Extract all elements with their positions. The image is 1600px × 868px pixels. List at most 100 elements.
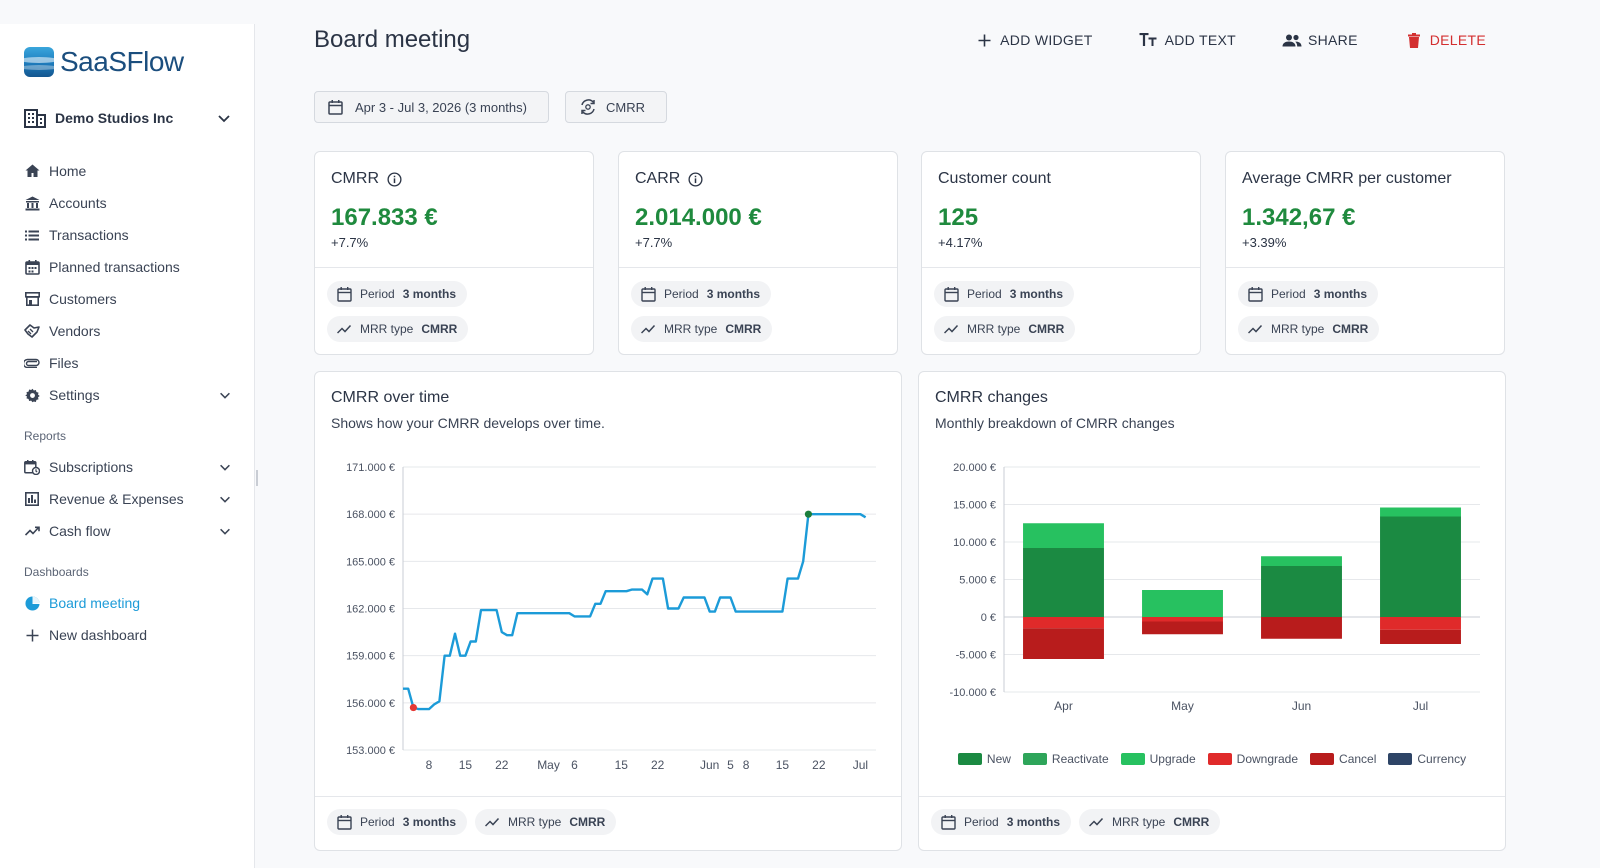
kpi-delta: +7.7%	[331, 235, 369, 250]
cmrr-series-line	[403, 513, 867, 711]
cmrr-over-time-card[interactable]: CMRR over time Shows how your CMRR devel…	[314, 371, 902, 851]
nav-label: Subscriptions	[49, 459, 134, 475]
divider	[315, 796, 901, 797]
nav-item-planned-transactions[interactable]: Planned transactions	[24, 251, 232, 283]
mrr-type-chip[interactable]: MRR type CMRR	[1238, 316, 1380, 342]
calendar-sync-icon	[24, 459, 40, 475]
y-tick-label: -10.000 €	[950, 687, 996, 699]
cmrr-changes-card[interactable]: CMRR changes Monthly breakdown of CMRR c…	[918, 371, 1506, 851]
add-text-button[interactable]: ADD TEXT	[1139, 30, 1236, 50]
chip-label: MRR type	[664, 322, 718, 336]
main-nav: Home Accounts Transactions Planned trans…	[24, 155, 232, 651]
legend-swatch	[957, 753, 982, 765]
period-filter[interactable]: Apr 3 - Jul 3, 2026 (3 months)	[314, 91, 549, 123]
kpi-card-average-cmrr[interactable]: Average CMRR per customer 1.342,67 € +3.…	[1225, 151, 1505, 355]
chip-label: Period	[1271, 287, 1306, 301]
chip-value: 3 months	[1006, 815, 1061, 829]
chip-value: CMRR	[725, 322, 762, 336]
list-icon	[24, 227, 40, 243]
kpi-card-carr[interactable]: CARR 2.014.000 € +7.7% Period 3 months MR…	[618, 151, 898, 355]
trash-icon	[1404, 30, 1424, 50]
divider	[315, 267, 593, 268]
legend-swatch	[1310, 753, 1335, 765]
mrr-type-chip[interactable]: MRR type CMRR	[934, 316, 1076, 342]
chart-title: CMRR changes	[935, 389, 1048, 406]
mrr-type-chip[interactable]: MRR type CMRR	[327, 316, 469, 342]
mrr-type-chip[interactable]: MRR type CMRR	[1079, 809, 1221, 835]
chevron-down-icon	[220, 392, 230, 399]
share-button[interactable]: SHARE	[1282, 30, 1358, 50]
cmrr-line-chart[interactable]: 171.000 € 168.000 € 165.000 € 162.000 € 159.…	[315, 372, 903, 792]
legend-item[interactable]: Currency	[1388, 752, 1466, 766]
chip-label: MRR type	[1271, 322, 1325, 336]
x-tick-label: 8	[426, 758, 433, 772]
trending-up-icon	[24, 523, 40, 539]
period-chip[interactable]: Period 3 months	[934, 281, 1075, 307]
nav-item-cash-flow[interactable]: Cash flow	[24, 515, 232, 547]
period-chip[interactable]: Period 3 months	[327, 281, 468, 307]
bar-segment-upgrade	[1023, 523, 1104, 548]
nav-item-accounts[interactable]: Accounts	[24, 187, 232, 219]
legend-label: New	[986, 752, 1011, 766]
bar-segment-upgrade	[1261, 556, 1342, 566]
y-tick-label: 162.000 €	[346, 604, 395, 616]
legend-item[interactable]: Upgrade	[1120, 752, 1196, 766]
period-chip[interactable]: Period 3 months	[327, 809, 468, 835]
kpi-value: 2.014.000 €	[635, 204, 762, 231]
chip-value: CMRR	[1332, 322, 1369, 336]
trending-up-icon	[641, 322, 656, 337]
chip-label: Period	[664, 287, 699, 301]
divider	[922, 267, 1200, 268]
y-tick-label: 15.000 €	[953, 500, 996, 512]
legend-item[interactable]: Reactivate	[1022, 752, 1109, 766]
y-tick-label: 20.000 €	[953, 462, 996, 474]
chip-label: Period	[964, 815, 999, 829]
add-widget-button[interactable]: ADD WIDGET	[974, 30, 1092, 50]
legend-label: Upgrade	[1149, 752, 1196, 766]
nav-item-vendors[interactable]: Vendors	[24, 315, 232, 347]
mrr-type-chip[interactable]: MRR type CMRR	[475, 809, 617, 835]
cmrr-changes-bar-chart[interactable]: 20.000 € 15.000 € 10.000 € 5.000 € 0 € -5.000…	[919, 372, 1507, 792]
nav-item-settings[interactable]: Settings	[24, 379, 232, 411]
nav-item-transactions[interactable]: Transactions	[24, 219, 232, 251]
legend-item[interactable]: New	[957, 752, 1011, 766]
nav-item-home[interactable]: Home	[24, 155, 232, 187]
app-logo[interactable]: SaaSFlow	[24, 46, 184, 78]
bank-icon	[24, 195, 40, 211]
delete-button[interactable]: DELETE	[1404, 30, 1486, 50]
legend-item[interactable]: Downgrade	[1207, 752, 1298, 766]
x-tick-label: 15	[776, 758, 790, 772]
y-tick-label: 5.000 €	[959, 575, 996, 587]
period-chip[interactable]: Period 3 months	[631, 281, 772, 307]
nav-item-subscriptions[interactable]: Subscriptions	[24, 451, 232, 483]
info-icon[interactable]	[387, 171, 402, 187]
chip-value: 3 months	[1313, 287, 1368, 301]
text-size-icon	[1139, 30, 1159, 50]
period-chip[interactable]: Period 3 months	[931, 809, 1072, 835]
calendar-icon	[24, 259, 40, 275]
nav-label: Vendors	[49, 323, 101, 339]
info-icon[interactable]	[688, 171, 703, 187]
kpi-card-customer-count[interactable]: Customer count 125 +4.17% Period 3 months…	[921, 151, 1201, 355]
kpi-title: CMRR	[331, 170, 402, 188]
sidebar-resize-handle[interactable]	[256, 470, 258, 486]
nav-item-new-dashboard[interactable]: New dashboard	[24, 619, 232, 651]
nav-item-files[interactable]: Files	[24, 347, 232, 379]
nav-item-customers[interactable]: Customers	[24, 283, 232, 315]
trending-up-icon	[337, 322, 352, 337]
nav-item-board-meeting[interactable]: Board meeting	[24, 587, 232, 619]
kpi-card-cmrr[interactable]: CMRR 167.833 € +7.7% Period 3 months MRR …	[314, 151, 594, 355]
company-switcher[interactable]: Demo Studios Inc	[24, 106, 232, 130]
legend-swatch	[1388, 753, 1413, 765]
chip-value: 3 months	[1009, 287, 1064, 301]
mrr-type-chip[interactable]: MRR type CMRR	[631, 316, 773, 342]
reports-heading: Reports	[24, 429, 67, 443]
x-tick-label: Jun	[1292, 699, 1311, 713]
nav-item-revenue-expenses[interactable]: Revenue & Expenses	[24, 483, 232, 515]
nav-label: New dashboard	[49, 627, 148, 643]
legend-item[interactable]: Cancel	[1310, 752, 1376, 766]
mrr-type-filter[interactable]: CMRR	[564, 91, 667, 123]
x-tick-label: 15	[459, 758, 473, 772]
period-chip[interactable]: Period 3 months	[1238, 281, 1379, 307]
chip-value: 3 months	[402, 815, 457, 829]
